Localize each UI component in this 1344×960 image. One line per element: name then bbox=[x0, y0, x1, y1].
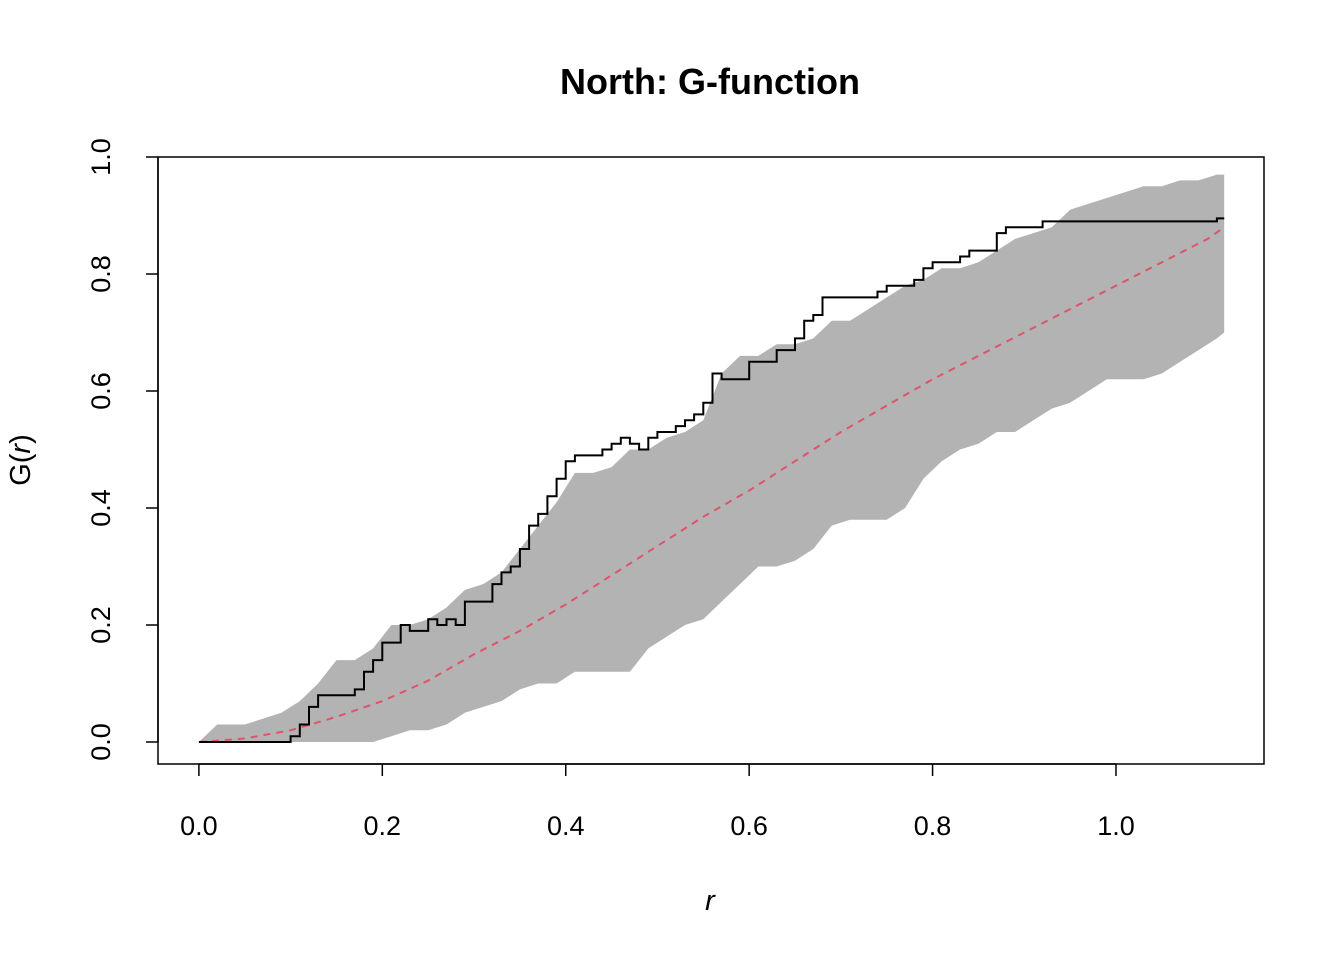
observed-line bbox=[198, 217, 1225, 743]
x-tick-label: 1.0 bbox=[1097, 811, 1135, 841]
chart-title: North: G-function bbox=[560, 61, 860, 102]
x-tick-label: 0.0 bbox=[180, 811, 218, 841]
y-axis: 0.0 0.2 0.4 0.6 0.8 1.0 bbox=[86, 138, 159, 761]
y-axis-label-part-1: G( bbox=[5, 453, 37, 486]
y-axis-label-part-2: r bbox=[5, 443, 37, 454]
y-tick-label: 1.0 bbox=[86, 138, 116, 176]
y-tick-label: 0.4 bbox=[86, 489, 116, 527]
y-tick-label: 0.8 bbox=[86, 255, 116, 293]
y-tick-label: 0.0 bbox=[86, 723, 116, 761]
y-tick-label: 0.2 bbox=[86, 606, 116, 644]
x-tick-label: 0.2 bbox=[364, 811, 402, 841]
y-axis-label: G(r) bbox=[5, 434, 37, 486]
x-tick-label: 0.8 bbox=[914, 811, 952, 841]
x-tick-label: 0.6 bbox=[730, 811, 768, 841]
x-axis: 0.0 0.2 0.4 0.6 0.8 1.0 bbox=[180, 763, 1135, 841]
theoretical-line bbox=[198, 226, 1225, 743]
x-axis-label: r bbox=[705, 885, 716, 917]
y-axis-label-part-3: ) bbox=[5, 434, 37, 444]
plot-area bbox=[198, 174, 1225, 743]
y-tick-label: 0.6 bbox=[86, 372, 116, 410]
x-tick-label: 0.4 bbox=[547, 811, 585, 841]
envelope-band bbox=[198, 174, 1225, 743]
